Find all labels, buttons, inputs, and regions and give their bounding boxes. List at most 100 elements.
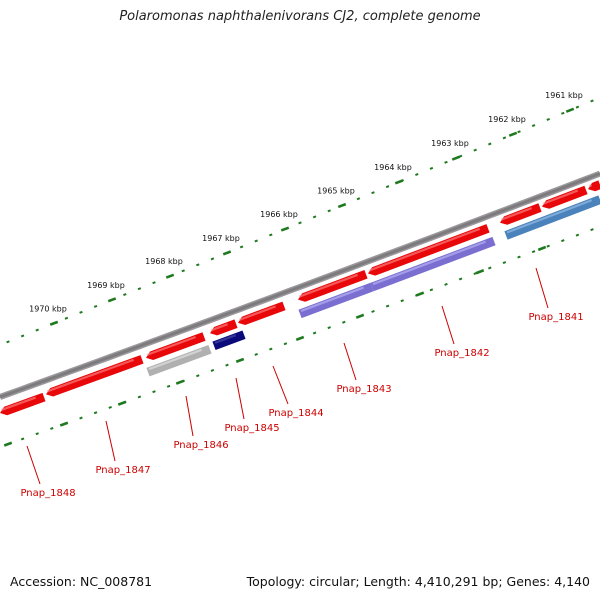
scale-minor-tick [137, 287, 142, 291]
inner-minor-tick [152, 390, 156, 394]
scale-minor-tick [561, 111, 565, 115]
scale-major-tick [107, 297, 117, 303]
inner-minor-tick [458, 277, 463, 281]
gene-highlight [238, 305, 277, 322]
scale-minor-tick [385, 185, 390, 189]
gene-feature [237, 301, 286, 326]
inner-minor-tick [137, 395, 142, 399]
gene-leader-line [105, 420, 116, 462]
genome-summary: Topology: circular; Length: 4,410,291 bp… [246, 574, 590, 589]
scale-major-tick [394, 179, 404, 185]
scale-minor-tick [64, 316, 69, 320]
inner-minor-tick [269, 347, 273, 351]
inner-minor-tick [502, 261, 507, 265]
inner-minor-tick [575, 233, 580, 237]
genome-backbone [0, 172, 600, 399]
gene-feature [298, 282, 374, 319]
scale-minor-tick [254, 239, 258, 243]
scale-minor-tick [298, 221, 302, 225]
gene-leader-line [441, 305, 455, 345]
scale-major-tick [222, 250, 232, 256]
gene-highlight [372, 240, 487, 286]
gene-label: Pnap_1844 [268, 408, 323, 419]
gene-feature [367, 224, 490, 276]
gene-feature [45, 355, 144, 397]
gene-leader-line [185, 395, 194, 437]
gene-label: Pnap_1843 [336, 384, 391, 395]
inner-major-tick [235, 357, 245, 363]
inner-major-tick [355, 313, 365, 319]
gene-label: Pnap_1842 [434, 348, 489, 359]
inner-minor-tick [93, 411, 98, 415]
inner-minor-tick [79, 416, 83, 420]
gene-feature [499, 203, 542, 225]
gene-label: Pnap_1845 [224, 423, 279, 434]
gene-leader-line [235, 377, 245, 420]
scale-minor-tick [210, 257, 215, 261]
inner-minor-tick [473, 272, 477, 275]
page-title: Polaromonas naphthalenivorans CJ2, compl… [119, 9, 481, 24]
accession-label: Accession: NC_008781 [10, 574, 153, 589]
gene-label: Pnap_1846 [173, 440, 228, 451]
gene-arrow [587, 180, 600, 192]
inner-minor-tick [20, 437, 25, 441]
inner-minor-tick [371, 310, 375, 313]
gene-leader-line [272, 365, 289, 405]
inner-minor-tick [400, 299, 404, 303]
inner-major-tick [117, 400, 127, 406]
inner-minor-tick [385, 304, 390, 308]
scale-minor-tick [35, 328, 39, 332]
gene-feature [297, 270, 368, 302]
gene-highlight [300, 286, 365, 312]
scale-minor-tick [531, 124, 536, 128]
gene-highlight [542, 189, 579, 205]
scale-minor-tick [312, 215, 317, 219]
gene-feature [0, 392, 46, 416]
gene-arrow [212, 330, 246, 351]
scale-label: 1963 kbp [431, 139, 469, 148]
scale-minor-tick [575, 105, 580, 109]
scale-label: 1965 kbp [317, 187, 355, 196]
scale-label: 1969 kbp [87, 281, 125, 290]
scale-label: 1962 kbp [488, 115, 526, 124]
inner-major-tick [475, 269, 485, 275]
scale-minor-tick [239, 245, 244, 249]
scale-minor-tick [93, 304, 98, 308]
gene-feature [370, 236, 496, 292]
scale-minor-tick [371, 191, 375, 195]
inner-major-tick [537, 245, 547, 252]
gene-highlight [588, 184, 593, 188]
scale-major-tick [280, 226, 290, 232]
inner-minor-tick [254, 352, 258, 356]
gene-feature [504, 195, 600, 240]
gene-highlight [146, 335, 197, 356]
inner-minor-tick [531, 250, 536, 254]
gene-highlight [0, 396, 37, 412]
gene-highlight [500, 207, 533, 221]
scale-major-tick [337, 202, 347, 209]
gene-label: Pnap_1841 [528, 312, 583, 323]
scale-minor-tick [444, 160, 448, 164]
inner-minor-tick [50, 427, 54, 430]
gene-highlight [506, 199, 593, 234]
gene-label: Pnap_1847 [95, 465, 150, 476]
scale-label: 1964 kbp [374, 163, 412, 172]
gene-leader-line [535, 267, 549, 309]
scale-minor-tick [473, 148, 477, 152]
inner-minor-tick [283, 342, 288, 346]
gene-feature [541, 185, 588, 209]
scale-label: 1961 kbp [545, 91, 583, 100]
scale-minor-tick [502, 136, 507, 140]
inner-major-tick [59, 421, 69, 427]
inner-minor-tick [590, 228, 594, 232]
inner-minor-tick [546, 244, 550, 248]
gene-highlight [148, 348, 203, 371]
scale-minor-tick [546, 117, 550, 121]
inner-minor-tick [429, 288, 434, 292]
scale-label: 1968 kbp [145, 257, 183, 266]
gene-arrow [210, 319, 238, 336]
inner-minor-tick [488, 266, 492, 270]
inner-major-tick [295, 335, 305, 342]
inner-minor-tick [342, 320, 346, 324]
